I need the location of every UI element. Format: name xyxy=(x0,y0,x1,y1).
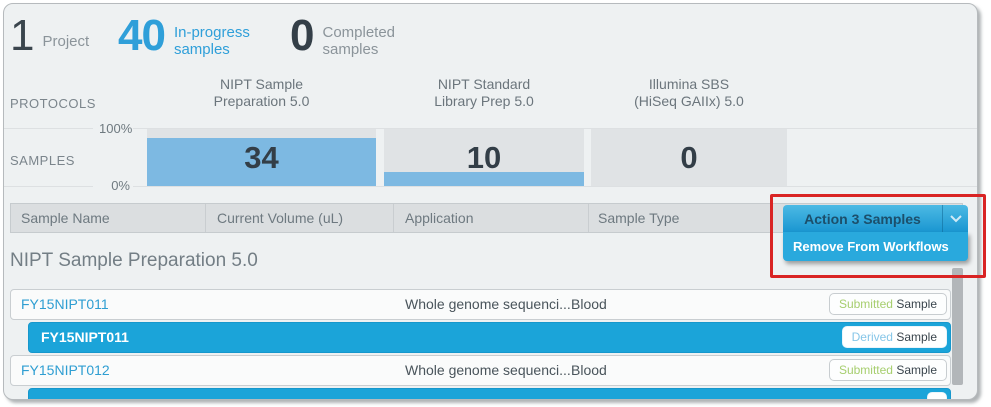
status-badge: Submitted Sample xyxy=(828,359,947,381)
app-window: 1 Project 40 In-progress samples 0 Compl… xyxy=(3,3,978,400)
sample-name-link[interactable]: FY15NIPT012 xyxy=(21,362,110,378)
badge-noun: Sample xyxy=(896,363,937,377)
action-dropdown-button[interactable]: Action 3 Samples xyxy=(783,205,968,232)
project-count-label: Project xyxy=(42,32,90,50)
sample-bar-3[interactable]: 0 xyxy=(591,129,787,186)
gridline-0pct xyxy=(4,186,977,187)
action-dropdown-label: Action 3 Samples xyxy=(804,210,921,227)
gridline-100pct xyxy=(4,128,977,129)
badge-status: Derived xyxy=(851,330,893,344)
samples-row-label: SAMPLES xyxy=(10,153,75,168)
header-divider xyxy=(588,204,589,232)
sample-bar-value-1: 34 xyxy=(244,140,279,175)
completed-stat: 0 Completed samples xyxy=(290,10,395,62)
y-axis-min-label: 0% xyxy=(93,178,133,193)
column-header-sample-name[interactable]: Sample Name xyxy=(21,210,110,226)
protocol-group-title: NIPT Sample Preparation 5.0 xyxy=(10,250,258,271)
completed-count-label: Completed samples xyxy=(322,24,396,58)
badge-status: Submitted xyxy=(838,297,893,311)
header-divider xyxy=(393,204,394,232)
y-axis-max-label: 100% xyxy=(93,121,133,136)
status-badge: Submitted Sample xyxy=(828,293,947,315)
sample-bar-value-2: 10 xyxy=(466,140,502,175)
sample-bar-2[interactable]: 10 xyxy=(384,129,584,186)
table-row[interactable]: FY15NIPT011 Whole genome sequenci... Blo… xyxy=(10,289,951,320)
vertical-scrollbar-thumb[interactable] xyxy=(952,268,963,385)
protocol-title-3: Illumina SBS (HiSeq GAIIx) 5.0 xyxy=(634,76,744,109)
sample-bar-fill-2 xyxy=(384,171,584,186)
badge-noun: Sample xyxy=(896,297,937,311)
sample-type-cell: Blood xyxy=(571,362,607,378)
project-count: 1 xyxy=(10,11,35,60)
column-header-application[interactable]: Application xyxy=(405,210,474,226)
sample-name-link[interactable]: FY15NIPT011 xyxy=(21,296,109,312)
badge-noun: Sample xyxy=(896,330,937,344)
protocols-row-label: PROTOCOLS xyxy=(10,96,96,111)
table-row-selected-partial[interactable] xyxy=(28,388,951,399)
status-badge xyxy=(927,392,947,399)
sample-bar-value-3: 0 xyxy=(680,140,698,175)
action-dropdown-menu: Remove From Workflows xyxy=(783,232,968,261)
project-stat: 1 Project xyxy=(10,10,89,62)
sample-type-cell: Blood xyxy=(571,296,607,312)
inprogress-stat: 40 In-progress samples xyxy=(118,10,250,62)
inprogress-count: 40 xyxy=(118,11,166,60)
table-row-selected[interactable]: FY15NIPT011 Derived Sample xyxy=(28,322,951,353)
badge-status: Submitted xyxy=(838,363,893,377)
table-header: Sample Name Current Volume (uL) Applicat… xyxy=(10,203,963,233)
table-row[interactable]: FY15NIPT012 Whole genome sequenci... Blo… xyxy=(10,355,951,386)
inprogress-count-label: In-progress samples xyxy=(173,24,250,58)
completed-count: 0 xyxy=(290,11,315,60)
chevron-down-icon[interactable] xyxy=(942,205,968,232)
sample-name-link[interactable]: FY15NIPT011 xyxy=(41,329,129,345)
column-header-current-volume[interactable]: Current Volume (uL) xyxy=(217,210,344,226)
sample-bar-fill-1 xyxy=(147,137,376,186)
column-header-sample-type[interactable]: Sample Type xyxy=(598,210,680,226)
status-badge: Derived Sample xyxy=(841,326,947,348)
sample-bar-1[interactable]: 34 xyxy=(147,129,376,186)
application-cell: Whole genome sequenci... xyxy=(405,296,571,312)
protocol-title-1: NIPT Sample Preparation 5.0 xyxy=(213,76,310,109)
menu-item-remove-from-workflows[interactable]: Remove From Workflows xyxy=(793,239,949,254)
application-cell: Whole genome sequenci... xyxy=(405,362,571,378)
protocol-title-2: NIPT Standard Library Prep 5.0 xyxy=(434,76,534,109)
header-divider xyxy=(205,204,206,232)
